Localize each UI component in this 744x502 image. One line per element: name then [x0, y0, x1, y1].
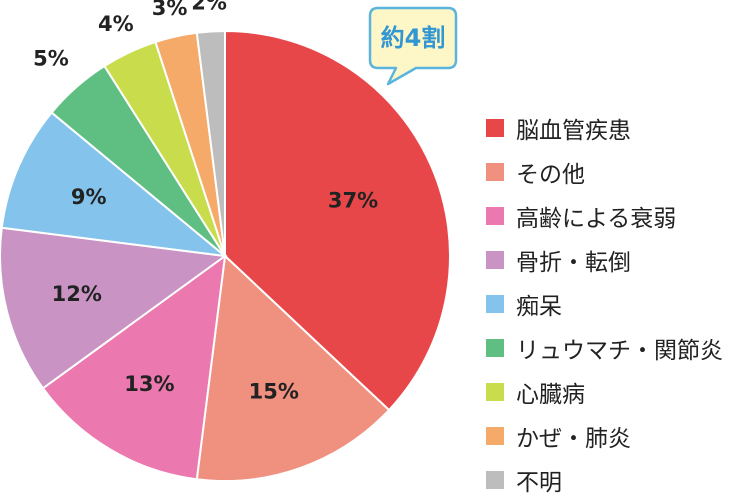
slice-label-rheumatism: 5% — [33, 47, 69, 71]
pie-slice-fracture — [0, 226, 228, 390]
slice-label-other: 15% — [249, 379, 299, 403]
pie-slice-cerebrovascular — [224, 29, 451, 412]
legend-label: 心臓病 — [516, 382, 585, 408]
callout-bubble: 約4割 — [368, 6, 458, 86]
legend-item-dementia: 痴呆 — [486, 282, 723, 326]
legend-item-cerebrovascular: 脳血管疾患 — [486, 106, 723, 150]
legend-item-unknown: 不明 — [486, 458, 723, 502]
legend-swatch — [486, 163, 504, 181]
pie-slice-dementia — [0, 111, 229, 258]
legend-swatch — [486, 251, 504, 269]
legend-swatch — [486, 427, 504, 445]
callout-text: 約4割 — [381, 24, 446, 52]
legend-swatch — [486, 471, 504, 489]
legend-item-frailty: 高齢による衰弱 — [486, 194, 723, 238]
legend-label: 脳血管疾患 — [516, 118, 631, 144]
legend-item-pneumonia: かぜ・肺炎 — [486, 414, 723, 458]
pie-slices — [0, 29, 451, 482]
pie-slice-other — [195, 253, 391, 482]
legend-label: かぜ・肺炎 — [516, 426, 631, 452]
legend-swatch — [486, 119, 504, 137]
legend-swatch — [486, 207, 504, 225]
legend-item-rheumatism: リュウマチ・関節炎 — [486, 326, 723, 370]
legend-swatch — [486, 295, 504, 313]
pie-labels: 37% 15% 13% 12% 9% 5% 4% 3% 2% — [33, 0, 378, 403]
legend-label: 不明 — [516, 470, 562, 496]
pie-slice-unknown — [195, 29, 226, 257]
legend-item-heart-disease: 心臓病 — [486, 370, 723, 414]
pie-chart: 37% 15% 13% 12% 9% 5% 4% 3% 2% 約4割 — [0, 0, 458, 482]
legend-swatch — [486, 339, 504, 357]
legend-label: 骨折・転倒 — [516, 250, 631, 276]
legend-item-other: その他 — [486, 150, 723, 194]
slice-label-unknown: 2% — [191, 0, 227, 14]
slice-label-frailty: 13% — [124, 372, 174, 396]
legend-label: 高齢による衰弱 — [516, 206, 677, 232]
legend-label: 痴呆 — [516, 294, 562, 320]
slice-label-pneumonia: 3% — [152, 0, 188, 20]
slice-label-dementia: 9% — [71, 185, 107, 209]
legend: 脳血管疾患 その他 高齢による衰弱 骨折・転倒 痴呆 リュウマチ・関節炎 心臓病 — [486, 106, 723, 502]
legend-label: その他 — [516, 162, 585, 188]
legend-swatch — [486, 383, 504, 401]
pie-slice-frailty — [41, 253, 227, 481]
slice-label-fracture: 12% — [52, 282, 102, 306]
slice-label-cerebrovascular: 37% — [328, 189, 378, 213]
slice-label-heart-disease: 4% — [98, 12, 134, 36]
legend-label: リュウマチ・関節炎 — [516, 338, 723, 364]
legend-item-fracture: 骨折・転倒 — [486, 238, 723, 282]
